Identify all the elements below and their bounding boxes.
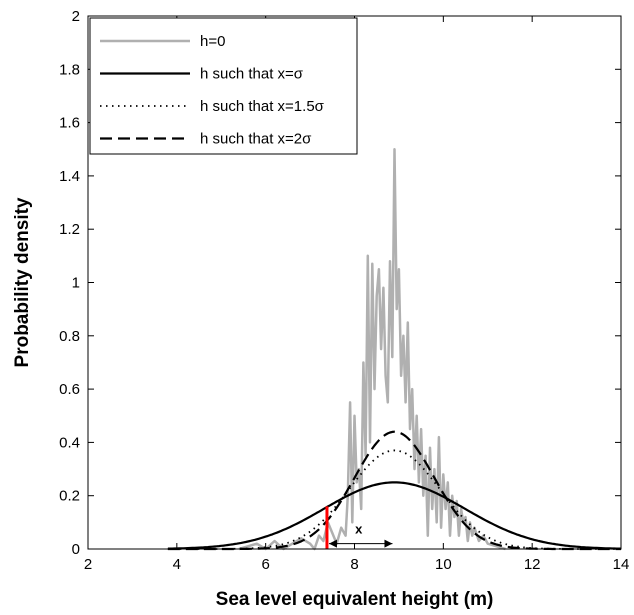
x-tick-label: 14 [613, 556, 630, 573]
y-tick-label: 1.2 [59, 221, 80, 238]
legend-label-3: h such that x=1.5σ [200, 98, 325, 115]
y-axis-label: Probability density [12, 197, 33, 367]
x-arrow-head-left [328, 539, 337, 548]
y-tick-label: 1.8 [59, 61, 80, 78]
series-line-4 [167, 430, 621, 551]
y-tick-label: 1 [72, 275, 80, 292]
legend-label-4: h such that x=2σ [200, 131, 312, 148]
series-line-2 [167, 481, 621, 550]
y-tick-label: 2 [72, 8, 80, 25]
x-tick-label: 8 [350, 556, 358, 573]
x-tick-label: 12 [524, 556, 541, 573]
curves-layer [167, 148, 621, 551]
legend-label-1: h=0 [200, 33, 225, 50]
annotations-layer: x [325, 506, 393, 549]
series-line-3 [167, 449, 621, 550]
y-tick-label: 1.4 [59, 168, 80, 185]
y-tick-label: 0 [72, 541, 80, 558]
y-tick-label: 0.6 [59, 381, 80, 398]
ticks-layer: 2 4 6 8 10 12 14 0 0.2 0.4 0.6 0.8 1 1.2 1.4 1.6 1.8 2 [59, 8, 629, 573]
x-arrow-label: x [355, 522, 363, 537]
legend-label-2: h such that x=σ [200, 66, 304, 83]
legend: h=0 h such that x=σ h such that x=1.5σ h su… [89, 17, 358, 155]
x-arrow-head-right [384, 539, 393, 548]
x-tick-label: 4 [173, 556, 181, 573]
y-tick-label: 0.4 [59, 434, 80, 451]
y-tick-label: 0.8 [59, 328, 80, 345]
y-tick-label: 1.6 [59, 115, 80, 132]
x-tick-label: 10 [435, 556, 452, 573]
x-tick-label: 6 [261, 556, 269, 573]
series-line-1 [238, 148, 506, 551]
x-axis-label: Sea level equivalent height (m) [216, 589, 494, 610]
x-tick-label: 2 [84, 556, 92, 573]
y-tick-label: 0.2 [59, 488, 80, 505]
